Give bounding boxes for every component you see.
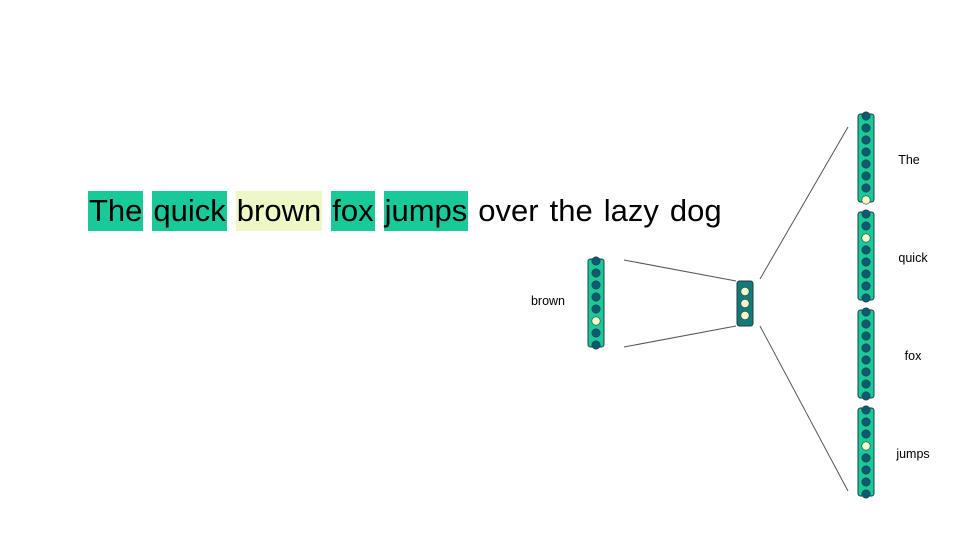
node — [861, 147, 871, 157]
node — [861, 391, 871, 401]
connection-lines — [623, 126, 849, 492]
output-vector-fox — [857, 307, 875, 401]
hidden-vector — [736, 280, 754, 327]
node — [861, 269, 871, 279]
output-vectors: The quick fox jumps — [857, 111, 930, 499]
active-node — [740, 286, 750, 296]
input-label: brown — [531, 294, 565, 308]
hidden-layer-vector — [736, 280, 754, 327]
output-label-fox: fox — [905, 349, 922, 363]
input-vector — [587, 256, 605, 350]
node — [591, 304, 601, 314]
node — [861, 281, 871, 291]
node — [861, 355, 871, 365]
node — [861, 367, 871, 377]
node — [861, 417, 871, 427]
node — [861, 405, 871, 415]
word-the: The — [88, 191, 144, 231]
word-lazy: lazy — [603, 193, 659, 228]
node — [861, 171, 871, 181]
word-jumps: jumps — [383, 191, 469, 231]
node — [861, 135, 871, 145]
node — [861, 183, 871, 193]
node — [861, 429, 871, 439]
node — [591, 340, 601, 350]
node — [861, 477, 871, 487]
connection-line — [623, 259, 737, 282]
active-node — [591, 316, 601, 326]
word-the: the — [549, 193, 593, 228]
node — [861, 331, 871, 341]
node — [591, 328, 601, 338]
node — [861, 489, 871, 499]
connection-line — [759, 126, 849, 280]
node — [861, 453, 871, 463]
word-brown: brown — [235, 191, 323, 231]
word-over: over — [478, 193, 539, 228]
node — [861, 245, 871, 255]
node — [861, 209, 871, 219]
node — [591, 268, 601, 278]
node — [861, 293, 871, 303]
node — [861, 221, 871, 231]
sentence: The quick brown fox jumps over the lazy dog — [88, 191, 723, 231]
word-fox: fox — [331, 191, 375, 231]
connection-line — [623, 325, 737, 348]
active-node — [861, 233, 871, 243]
active-node — [740, 310, 750, 320]
node — [861, 123, 871, 133]
node — [861, 159, 871, 169]
output-vector-jumps — [857, 405, 875, 499]
node — [861, 379, 871, 389]
node — [861, 307, 871, 317]
node — [861, 343, 871, 353]
node — [861, 257, 871, 267]
active-node — [740, 298, 750, 308]
output-vector-quick — [857, 209, 875, 303]
output-label-jumps: jumps — [895, 447, 929, 461]
active-node — [861, 195, 871, 205]
output-label-the: The — [898, 153, 920, 167]
node — [861, 319, 871, 329]
node — [591, 280, 601, 290]
node — [861, 111, 871, 121]
connection-line — [759, 325, 849, 492]
word-dog: dog — [669, 193, 722, 228]
input-vector-brown — [587, 256, 605, 350]
word-quick: quick — [152, 191, 227, 231]
node — [591, 292, 601, 302]
output-label-quick: quick — [898, 251, 928, 265]
node — [591, 256, 601, 266]
output-vector-the — [857, 111, 875, 205]
active-node — [861, 441, 871, 451]
node — [861, 465, 871, 475]
